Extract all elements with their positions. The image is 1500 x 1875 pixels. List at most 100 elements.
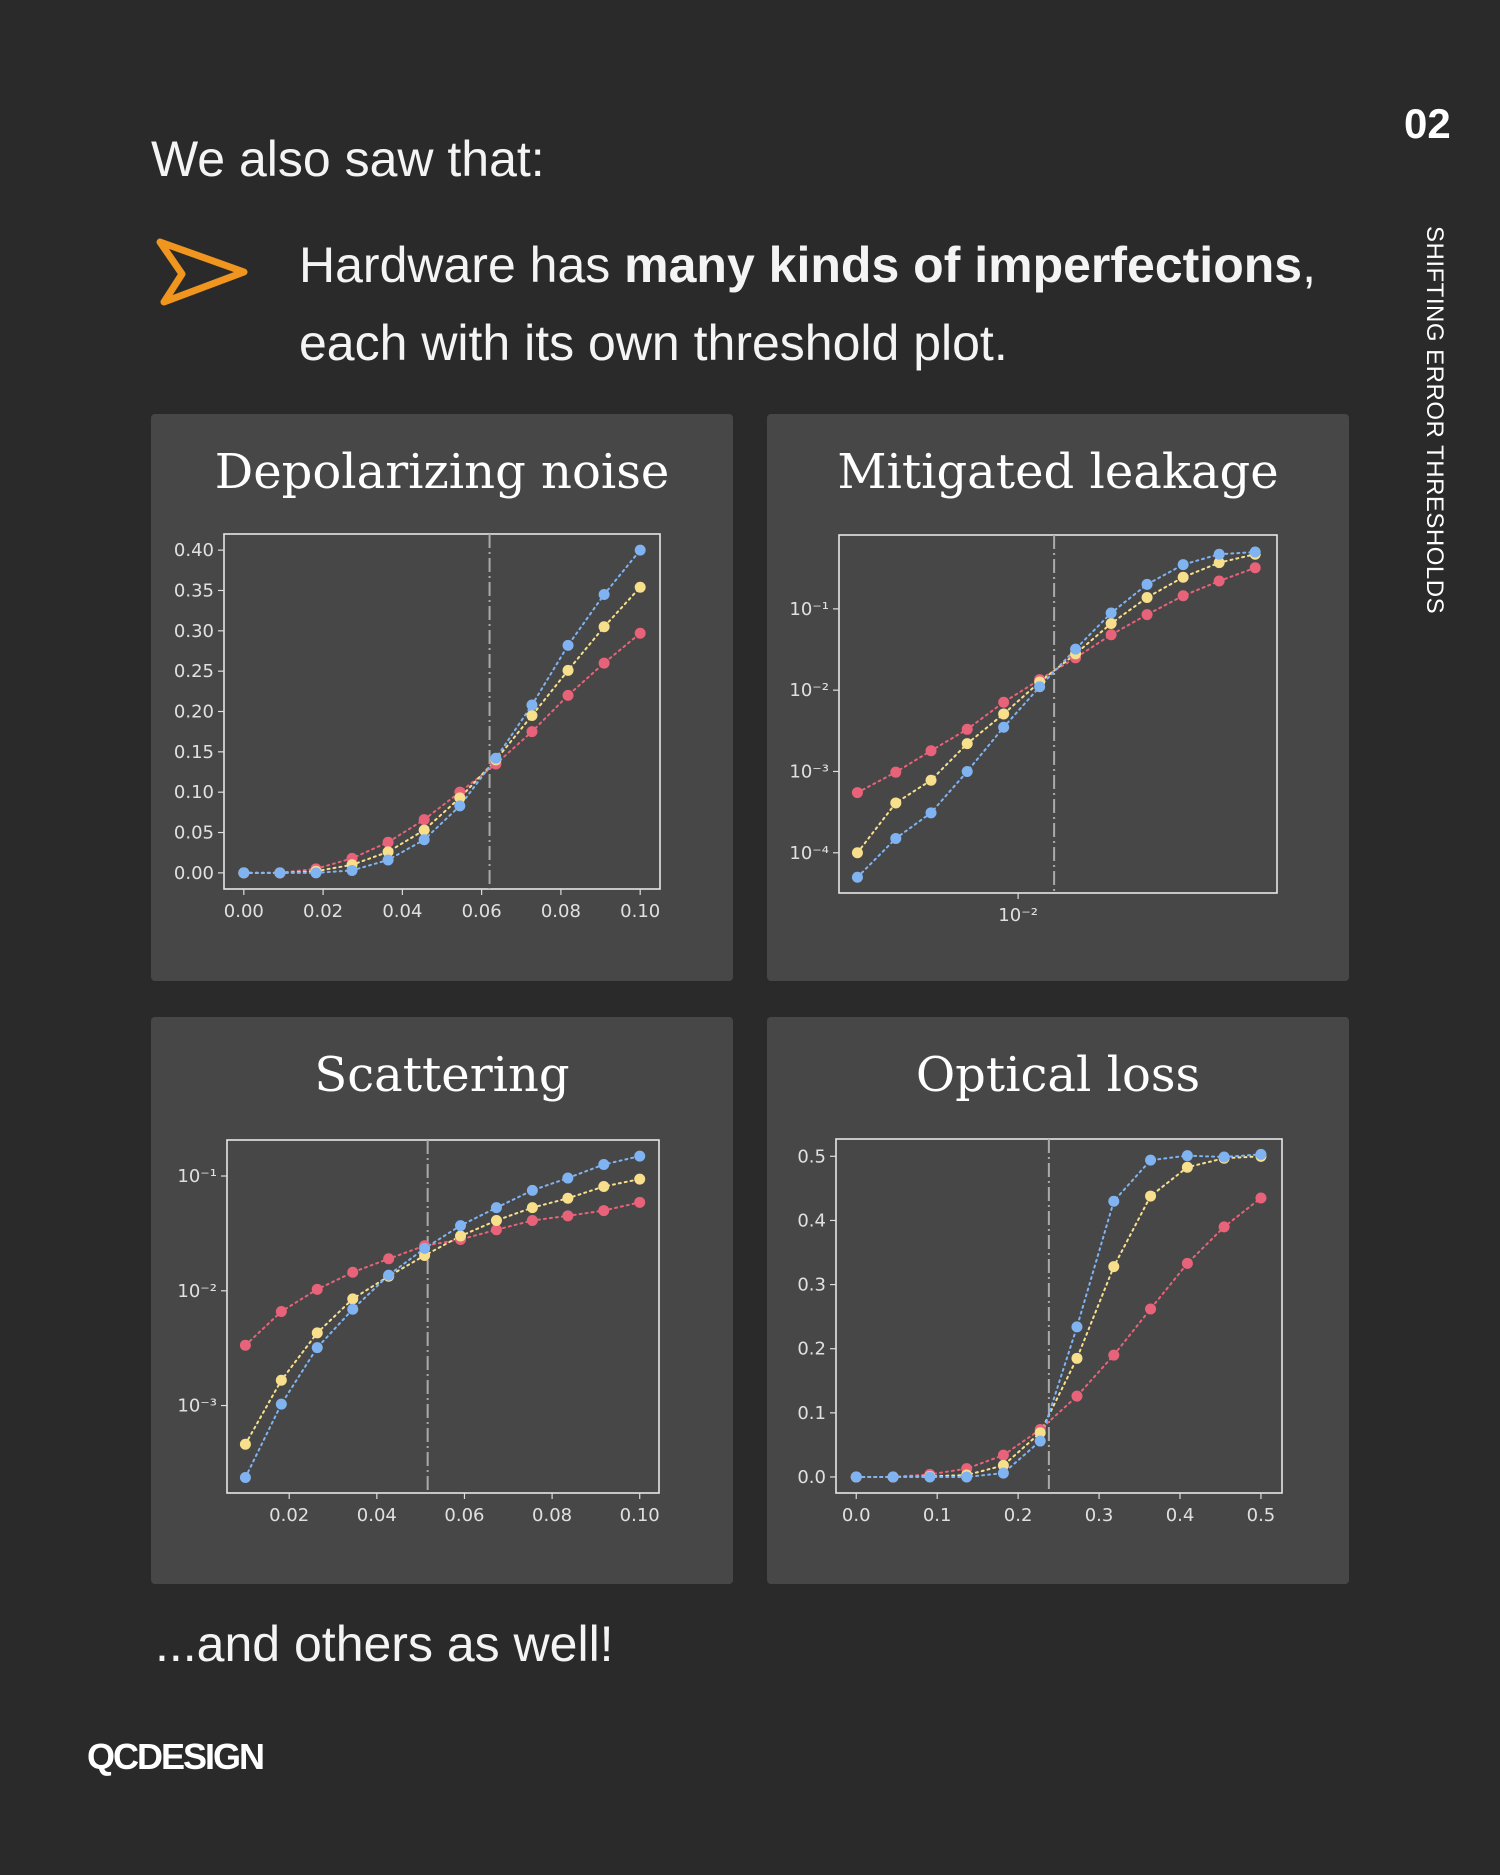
data-point-yellow	[1181, 1161, 1193, 1173]
y-tick-label: 10⁻⁴	[789, 843, 829, 864]
intro-text: We also saw that:	[151, 131, 545, 187]
data-point-yellow	[890, 797, 902, 809]
y-tick-label: 0.30	[174, 621, 214, 642]
data-point-blue	[890, 832, 902, 844]
plot-area	[835, 1138, 1283, 1494]
data-point-blue	[239, 1472, 251, 1484]
data-point-yellow	[1141, 591, 1153, 603]
data-point-yellow	[455, 1230, 467, 1242]
y-tick-label: 0.10	[174, 782, 214, 803]
plot-area	[226, 1139, 660, 1494]
data-point-blue	[634, 1150, 646, 1162]
data-point-red	[851, 787, 863, 799]
data-point-blue	[961, 1471, 973, 1483]
data-point-red	[275, 1305, 287, 1317]
data-point-yellow	[347, 1293, 359, 1305]
series-line-red	[855, 1197, 1262, 1478]
data-point-blue	[418, 834, 430, 846]
data-point-blue	[455, 1220, 467, 1232]
data-point-blue	[1105, 607, 1117, 619]
series-line-red	[244, 1201, 641, 1347]
y-tick-label: 0.05	[174, 823, 214, 844]
data-point-yellow	[998, 708, 1010, 720]
x-tick-label: 0.02	[303, 901, 343, 922]
data-point-blue	[419, 1242, 431, 1254]
data-point-blue	[490, 752, 502, 764]
data-point-blue	[925, 807, 937, 819]
plot-area	[223, 533, 661, 890]
data-point-yellow	[311, 1327, 323, 1339]
data-point-yellow	[490, 1214, 502, 1226]
data-point-red	[347, 1266, 359, 1278]
chart-title: Mitigated leakage	[837, 444, 1279, 500]
data-point-yellow	[562, 664, 574, 676]
data-point-yellow	[1177, 571, 1189, 583]
x-tick-label: 0.4	[1166, 1505, 1195, 1526]
data-point-blue	[562, 639, 574, 651]
data-point-blue	[310, 867, 322, 879]
data-point-blue	[526, 699, 538, 711]
data-point-blue	[346, 864, 358, 876]
outro-text: ...and others as well!	[155, 1616, 614, 1672]
data-point-red	[890, 766, 902, 778]
y-tick-label: 0.5	[797, 1146, 826, 1167]
x-tick-label: 0.02	[269, 1505, 309, 1526]
data-point-yellow	[454, 792, 466, 804]
data-point-blue	[347, 1303, 359, 1315]
data-point-red	[1255, 1192, 1267, 1204]
data-point-red	[526, 1214, 538, 1226]
series-line-yellow	[244, 1178, 641, 1446]
data-point-red	[1141, 609, 1153, 621]
data-point-red	[961, 723, 973, 735]
y-tick-label: 10⁻²	[177, 1281, 217, 1302]
data-point-blue	[1213, 548, 1225, 560]
data-point-red	[1071, 1390, 1083, 1402]
chart-panel-leakage: Mitigated leakage 10⁻² 10⁻¹ 10⁻² 10⁻³ 10⁻⁴	[767, 414, 1349, 981]
page-number: 02	[1404, 100, 1451, 147]
data-point-yellow	[526, 1202, 538, 1214]
chart-panel-depolarizing: Depolarizing noise 0.00 0.02 0.04 0.06 0.08 0…	[151, 414, 733, 981]
data-point-yellow	[598, 1181, 610, 1193]
data-point-red	[598, 1205, 610, 1217]
data-point-red	[562, 1210, 574, 1222]
data-point-blue	[382, 854, 394, 866]
data-point-blue	[634, 544, 646, 556]
y-tick-label: 0.00	[174, 863, 214, 884]
data-point-yellow	[997, 1459, 1009, 1471]
data-point-red	[490, 1224, 502, 1236]
data-point-yellow	[562, 1192, 574, 1204]
series-line-blue	[856, 551, 1257, 879]
data-point-red	[598, 657, 610, 669]
chart-title: Optical loss	[915, 1047, 1201, 1103]
data-point-red	[1105, 629, 1117, 641]
y-tick-label: 0.3	[797, 1275, 826, 1296]
y-tick-label: 10⁻³	[789, 761, 829, 782]
data-point-blue	[1070, 643, 1082, 655]
data-point-blue	[562, 1172, 574, 1184]
data-point-blue	[454, 800, 466, 812]
bullet-line2: each with its own threshold plot.	[299, 315, 1008, 371]
data-point-yellow	[634, 1173, 646, 1185]
data-point-yellow	[925, 774, 937, 786]
data-point-blue	[1141, 578, 1153, 590]
bullet-suffix: ,	[1302, 237, 1316, 293]
data-point-yellow	[1213, 557, 1225, 569]
data-point-yellow	[418, 824, 430, 836]
data-point-red	[1145, 1303, 1157, 1315]
data-point-yellow	[1108, 1261, 1120, 1273]
data-point-yellow	[851, 847, 863, 859]
y-tick-label: 0.20	[174, 702, 214, 723]
y-tick-label: 0.15	[174, 742, 214, 763]
data-point-blue	[490, 1202, 502, 1214]
data-point-red	[1181, 1257, 1193, 1269]
x-tick-label: 0.08	[541, 901, 581, 922]
x-tick-label: 0.10	[620, 901, 660, 922]
data-point-blue	[998, 721, 1010, 733]
x-tick-label: 0.0	[842, 1505, 871, 1526]
data-point-yellow	[1071, 1352, 1083, 1364]
chart-panel-optical-loss: Optical loss 0.0 0.1 0.2 0.3 0.4 0.5 0.0 0.1 0.2…	[767, 1017, 1349, 1584]
x-tick-label: 0.04	[382, 901, 422, 922]
data-point-yellow	[275, 1374, 287, 1386]
data-point-blue	[1177, 559, 1189, 571]
data-point-yellow	[1034, 1427, 1046, 1439]
